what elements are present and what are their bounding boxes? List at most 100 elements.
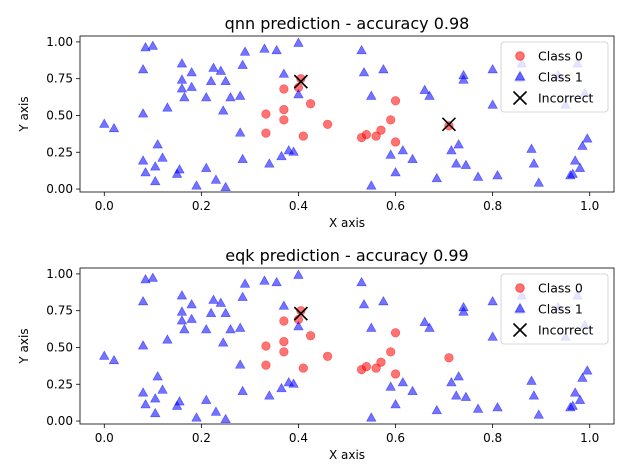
class-1-point — [220, 307, 231, 318]
class-0-point — [296, 306, 306, 316]
class-1-point — [390, 167, 401, 177]
legend-label: Class 0 — [538, 49, 583, 64]
class-0-point — [444, 353, 454, 363]
class-1-point — [431, 404, 443, 415]
incorrect-point — [293, 306, 308, 321]
legend-marker-class-1 — [514, 302, 526, 313]
class-1-point — [220, 413, 231, 424]
subplot-1: eqk prediction - accuracy 0.99 0.0 0.2 0.4 0… — [17, 246, 615, 462]
class-0-point — [390, 137, 401, 147]
class-1-point — [137, 340, 149, 350]
class-1-point — [215, 65, 226, 75]
class-0-point — [390, 96, 401, 106]
class-1-point — [99, 350, 110, 360]
class-0-point — [376, 357, 386, 367]
legend-marker-incorrect — [512, 322, 528, 338]
class-1-point — [487, 64, 498, 74]
class-1-point — [487, 99, 498, 109]
class-0-point — [444, 121, 454, 131]
x-tick-label: 0.0 — [95, 431, 114, 445]
class-1-point — [174, 164, 185, 174]
class-1-point — [577, 140, 588, 150]
x-tick-label: 0.2 — [192, 431, 211, 445]
class-1-point — [235, 90, 246, 100]
y-tick-label: 0.50 — [46, 340, 73, 354]
class-0-point — [279, 115, 289, 125]
x-axis-label: X axis — [329, 448, 365, 462]
class-0-point — [261, 128, 271, 138]
class-0-point — [386, 347, 396, 357]
class-1-point — [157, 152, 168, 162]
class-1-point — [140, 399, 151, 409]
class-1-point — [220, 75, 231, 86]
x-tick-label: 0.4 — [289, 431, 308, 445]
class-1-point — [577, 372, 588, 382]
class-1-point — [446, 144, 457, 155]
class-0-point — [298, 131, 308, 141]
class-1-point — [186, 298, 197, 309]
class-1-point — [225, 323, 236, 334]
class-1-point — [366, 90, 377, 100]
class-0-point — [279, 347, 289, 357]
class-1-point — [526, 143, 537, 153]
class-1-point — [567, 168, 578, 178]
class-0-point — [279, 336, 289, 347]
y-tick-label: 1.00 — [46, 267, 73, 281]
legend: Class 0 Class 1 Incorrect — [500, 41, 609, 113]
class-1-point — [137, 64, 149, 74]
class-0-point — [279, 316, 289, 326]
incorrect-point — [293, 74, 308, 89]
class-0-point — [371, 363, 381, 373]
class-1-point — [140, 41, 151, 52]
class-1-point — [446, 376, 457, 387]
class-1-point — [186, 81, 197, 91]
class-1-point — [407, 385, 418, 396]
class-1-point — [574, 394, 586, 404]
series-class-0 — [261, 74, 454, 147]
legend-label: Incorrect — [538, 323, 593, 338]
x-tick-label: 0.6 — [386, 431, 405, 445]
y-tick-label: 0.75 — [46, 72, 73, 86]
class-0-point — [371, 131, 381, 141]
class-1-point — [150, 407, 161, 418]
class-1-point — [137, 296, 149, 306]
class-1-point — [264, 158, 275, 168]
class-1-point — [288, 146, 299, 156]
class-1-point — [424, 322, 435, 332]
class-1-point — [137, 155, 149, 165]
y-tick-label: 0.25 — [46, 377, 73, 391]
class-1-point — [140, 167, 151, 177]
class-1-point — [487, 331, 498, 341]
class-1-point — [492, 401, 503, 412]
class-1-point — [147, 272, 159, 282]
legend: Class 0 Class 1 Incorrect — [500, 273, 609, 345]
class-1-point — [582, 365, 593, 375]
class-1-point — [147, 40, 159, 50]
class-1-point — [431, 172, 443, 183]
class-1-point — [293, 37, 304, 47]
series-incorrect — [293, 306, 308, 321]
class-0-point — [322, 119, 333, 129]
class-1-point — [208, 294, 219, 304]
class-1-point — [176, 83, 188, 93]
class-1-point — [237, 385, 248, 396]
class-1-point — [453, 139, 464, 149]
legend-label: Class 1 — [538, 302, 583, 317]
class-1-point — [397, 376, 409, 387]
class-0-point — [376, 125, 386, 135]
x-tick-label: 0.6 — [386, 199, 405, 213]
class-0-point — [298, 363, 308, 373]
class-1-point — [191, 180, 202, 190]
class-1-point — [378, 296, 389, 306]
x-tick-label: 0.2 — [192, 199, 211, 213]
class-1-point — [237, 153, 248, 164]
class-1-point — [451, 158, 462, 168]
class-1-point — [176, 58, 188, 68]
incorrect-point — [441, 117, 457, 132]
x-tick-label: 1.0 — [580, 199, 599, 213]
class-1-point — [186, 313, 197, 323]
class-0-point — [322, 351, 333, 361]
series-class-0 — [261, 306, 454, 379]
class-1-point — [201, 91, 212, 102]
class-1-point — [293, 89, 304, 99]
